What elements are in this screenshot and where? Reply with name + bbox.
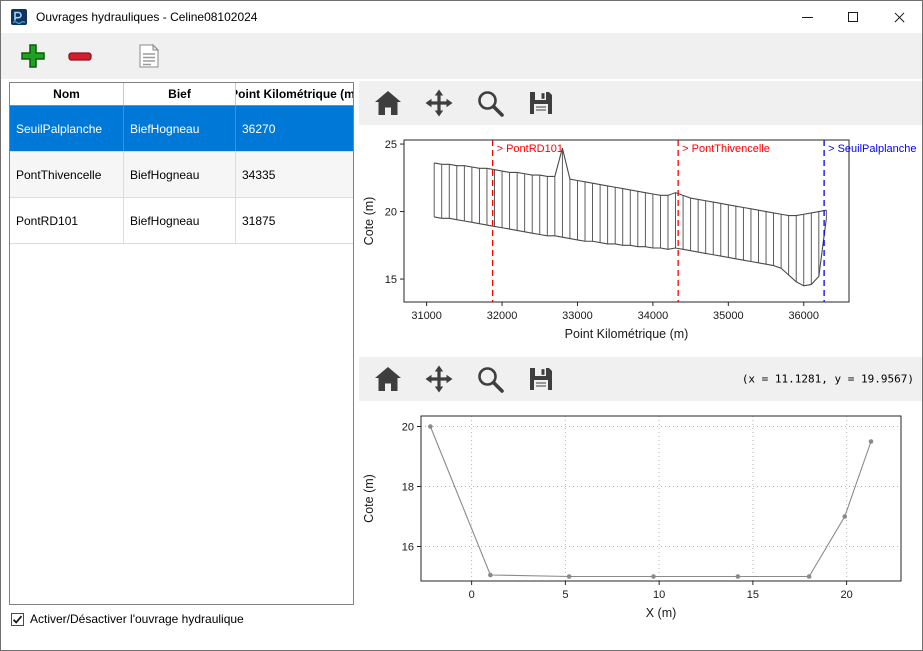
svg-text:20: 20: [402, 422, 414, 434]
maximize-icon: [848, 12, 858, 22]
close-icon: [893, 11, 906, 24]
app-icon: [10, 8, 28, 26]
activate-row: Activer/Désactiver l'ouvrage hydraulique: [11, 612, 244, 626]
home-button[interactable]: [371, 362, 405, 396]
window-title: Ouvrages hydrauliques - Celine08102024: [36, 10, 258, 24]
add-structure-button[interactable]: [16, 39, 50, 73]
svg-text:X (m): X (m): [646, 606, 677, 620]
profile-chart-toolbar: [359, 81, 922, 125]
cell-nom: PontThivencelle: [10, 152, 124, 197]
cell-nom: SeuilPalplanche: [10, 106, 124, 151]
svg-text:20: 20: [385, 207, 397, 219]
plus-icon: [21, 44, 45, 68]
svg-text:Cote (m): Cote (m): [362, 474, 376, 523]
cell-pk: 36270: [242, 121, 276, 136]
svg-text:15: 15: [385, 274, 397, 286]
zoom-button[interactable]: [473, 86, 507, 120]
svg-text:15: 15: [747, 589, 759, 601]
svg-text:0: 0: [469, 589, 475, 601]
home-icon: [375, 91, 401, 115]
app-toolbar: [1, 33, 922, 79]
svg-text:25: 25: [385, 139, 397, 151]
svg-text:> PontRD101: > PontRD101: [497, 143, 563, 155]
home-icon: [375, 367, 401, 391]
minus-icon: [68, 52, 92, 61]
save-icon: [530, 368, 552, 390]
check-icon: [12, 615, 23, 624]
cell-bief: BiefHogneau: [124, 198, 236, 243]
save-button[interactable]: [524, 362, 558, 396]
cell-bief: BiefHogneau: [124, 152, 236, 197]
activate-checkbox-label: Activer/Désactiver l'ouvrage hydraulique: [30, 612, 244, 626]
svg-text:10: 10: [653, 589, 665, 601]
zoom-icon: [478, 91, 504, 117]
edit-list-icon: [139, 43, 160, 68]
close-button[interactable]: [876, 1, 922, 33]
table-row[interactable]: PontThivencelle BiefHogneau 34335: [10, 152, 353, 198]
maximize-button[interactable]: [830, 1, 876, 33]
table-row[interactable]: PontRD101 BiefHogneau 31875: [10, 198, 353, 244]
save-button[interactable]: [524, 86, 558, 120]
svg-text:> PontThivencelle: > PontThivencelle: [682, 143, 770, 155]
pan-button[interactable]: [422, 86, 456, 120]
svg-text:34000: 34000: [638, 310, 669, 322]
cross-section-chart[interactable]: 0 5 10 15 20 16 18 20 X (m) Cote (m): [359, 401, 922, 646]
edit-structure-button[interactable]: [132, 39, 166, 73]
svg-text:33000: 33000: [562, 310, 593, 322]
titlebar: Ouvrages hydrauliques - Celine08102024: [1, 1, 922, 33]
cell-pk: 34335: [242, 167, 276, 182]
table-header-row: Nom Bief Point Kilométrique (m): [10, 83, 353, 106]
svg-text:20: 20: [841, 589, 853, 601]
zoom-button[interactable]: [473, 362, 507, 396]
svg-text:18: 18: [402, 482, 414, 494]
column-header-nom[interactable]: Nom: [10, 83, 124, 105]
save-icon: [530, 92, 552, 114]
cell-pk: 31875: [242, 213, 276, 228]
cell-nom: PontRD101: [10, 198, 124, 243]
home-button[interactable]: [371, 86, 405, 120]
remove-structure-button[interactable]: [63, 39, 97, 73]
pan-button[interactable]: [422, 362, 456, 396]
activate-checkbox[interactable]: [11, 612, 24, 626]
longitudinal-profile-chart[interactable]: > PontRD101 > PontThivencelle > SeuilPalpl…: [359, 125, 922, 357]
minimize-icon: [801, 16, 813, 18]
table-row[interactable]: SeuilPalplanche BiefHogneau 36270: [10, 106, 353, 152]
svg-text:36000: 36000: [788, 310, 819, 322]
table-empty-area: [10, 244, 353, 604]
column-header-bief[interactable]: Bief: [124, 83, 236, 105]
structures-table: Nom Bief Point Kilométrique (m) SeuilPal…: [9, 82, 354, 605]
pan-icon: [425, 365, 453, 393]
svg-text:5: 5: [562, 589, 568, 601]
pan-icon: [425, 89, 453, 117]
section-chart-toolbar: (x = 11.1281, y = 19.9567): [359, 357, 922, 401]
column-header-pk[interactable]: Point Kilométrique (m): [236, 87, 353, 101]
svg-text:Point Kilométrique (m): Point Kilométrique (m): [565, 327, 689, 341]
minimize-button[interactable]: [784, 1, 830, 33]
charts-panel: > PontRD101 > PontThivencelle > SeuilPalpl…: [359, 81, 922, 646]
window-controls: [784, 1, 922, 33]
svg-text:Cote (m): Cote (m): [362, 197, 376, 246]
cell-bief: BiefHogneau: [124, 106, 236, 151]
svg-text:> SeuilPalplanche: > SeuilPalplanche: [828, 143, 916, 155]
svg-text:32000: 32000: [487, 310, 518, 322]
svg-text:35000: 35000: [713, 310, 744, 322]
zoom-icon: [478, 367, 504, 393]
cursor-coordinates: (x = 11.1281, y = 19.9567): [741, 372, 914, 386]
svg-text:16: 16: [402, 542, 414, 554]
svg-text:31000: 31000: [411, 310, 442, 322]
